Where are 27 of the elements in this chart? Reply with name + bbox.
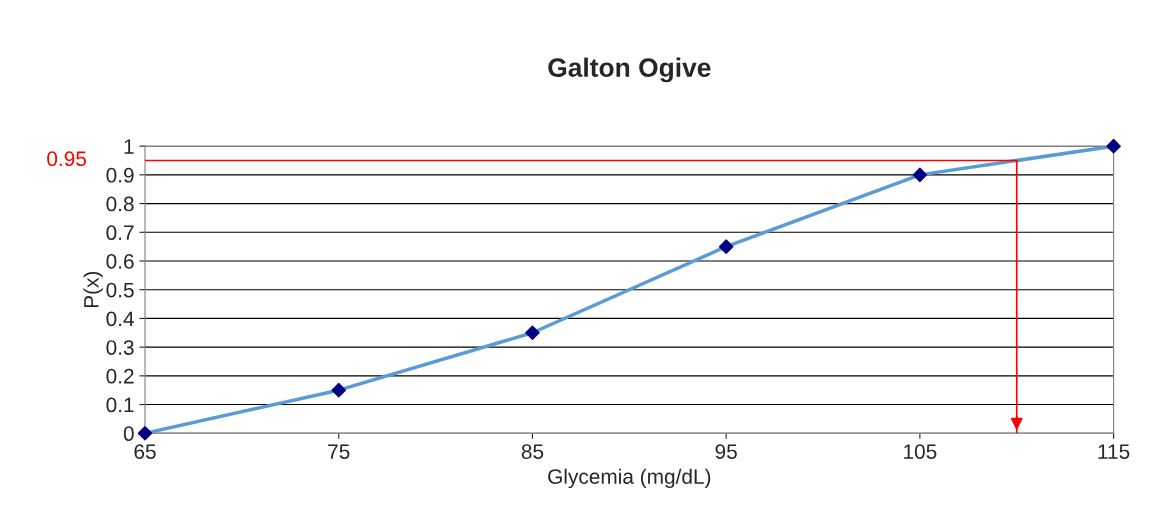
x-axis-title: Glycemia (mg/dL) bbox=[548, 468, 711, 489]
point bbox=[331, 382, 347, 398]
x-tick-label: 85 bbox=[521, 444, 544, 459]
x-tick-label: 95 bbox=[715, 444, 737, 459]
y-tick-label: 0.4 bbox=[106, 311, 134, 327]
chart-title: Galton Ogive bbox=[548, 57, 711, 83]
point bbox=[525, 325, 540, 341]
x-tick-label: 115 bbox=[1098, 444, 1130, 459]
point bbox=[1106, 138, 1121, 154]
point bbox=[718, 239, 734, 254]
y-tick-label: 0.9 bbox=[106, 167, 134, 183]
y-tick-label: 0.6 bbox=[106, 254, 134, 269]
y-tick-label: 0.5 bbox=[106, 282, 134, 298]
y-tick-label: 0.8 bbox=[106, 196, 134, 212]
y-tick-label: 1 bbox=[124, 139, 134, 154]
x-tick-label: 105 bbox=[904, 444, 937, 459]
point bbox=[137, 425, 153, 441]
ref-line-label: 0.95 bbox=[47, 151, 87, 167]
y-tick-label: 0.3 bbox=[106, 340, 134, 355]
y-tick-label: 0.2 bbox=[106, 368, 134, 384]
point bbox=[912, 167, 928, 183]
x-tick-label: 75 bbox=[328, 444, 350, 459]
y-tick-label: 0.1 bbox=[106, 397, 134, 413]
y-axis-title: P(x) bbox=[83, 271, 103, 308]
x-tick-label: 65 bbox=[134, 444, 156, 459]
y-tick-label: 0 bbox=[123, 426, 134, 442]
y-tick-label: 0.7 bbox=[106, 225, 134, 241]
